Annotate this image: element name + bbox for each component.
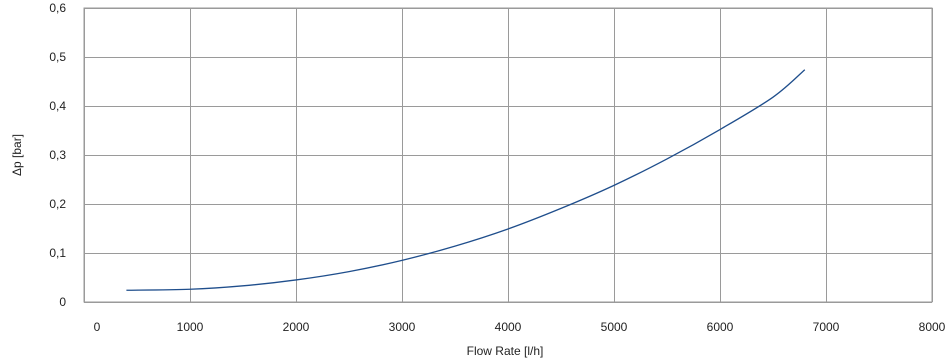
x-tick-label: 3000 bbox=[389, 320, 416, 334]
x-tick-label: 7000 bbox=[813, 320, 840, 334]
x-tick-label: 0 bbox=[94, 320, 101, 334]
x-tick-label: 6000 bbox=[707, 320, 734, 334]
y-tick-label: 0,6 bbox=[49, 1, 66, 15]
y-axis-label: Δp [bar] bbox=[10, 134, 24, 176]
pressure-drop-curve bbox=[126, 69, 806, 291]
series-layer bbox=[126, 69, 806, 291]
y-tick-label: 0,3 bbox=[49, 148, 66, 162]
x-axis-label: Flow Rate [l/h] bbox=[467, 344, 544, 358]
x-tick-label: 5000 bbox=[601, 320, 628, 334]
y-tick-label: 0,5 bbox=[49, 50, 66, 64]
y-tick-label: 0,2 bbox=[49, 197, 66, 211]
y-tick-label: 0 bbox=[59, 295, 66, 309]
x-tick-label: 1000 bbox=[177, 320, 204, 334]
x-tick-label: 8000 bbox=[919, 320, 946, 334]
grid bbox=[83, 7, 933, 303]
x-tick-label: 2000 bbox=[283, 320, 310, 334]
y-tick-label: 0,1 bbox=[49, 246, 66, 260]
y-tick-labels: 0 0,1 0,2 0,3 0,4 0,5 0,6 bbox=[49, 1, 66, 309]
y-tick-label: 0,4 bbox=[49, 99, 66, 113]
x-tick-labels: 0 1000 2000 3000 4000 5000 6000 7000 8000 bbox=[94, 320, 946, 334]
x-tick-label: 4000 bbox=[495, 320, 522, 334]
